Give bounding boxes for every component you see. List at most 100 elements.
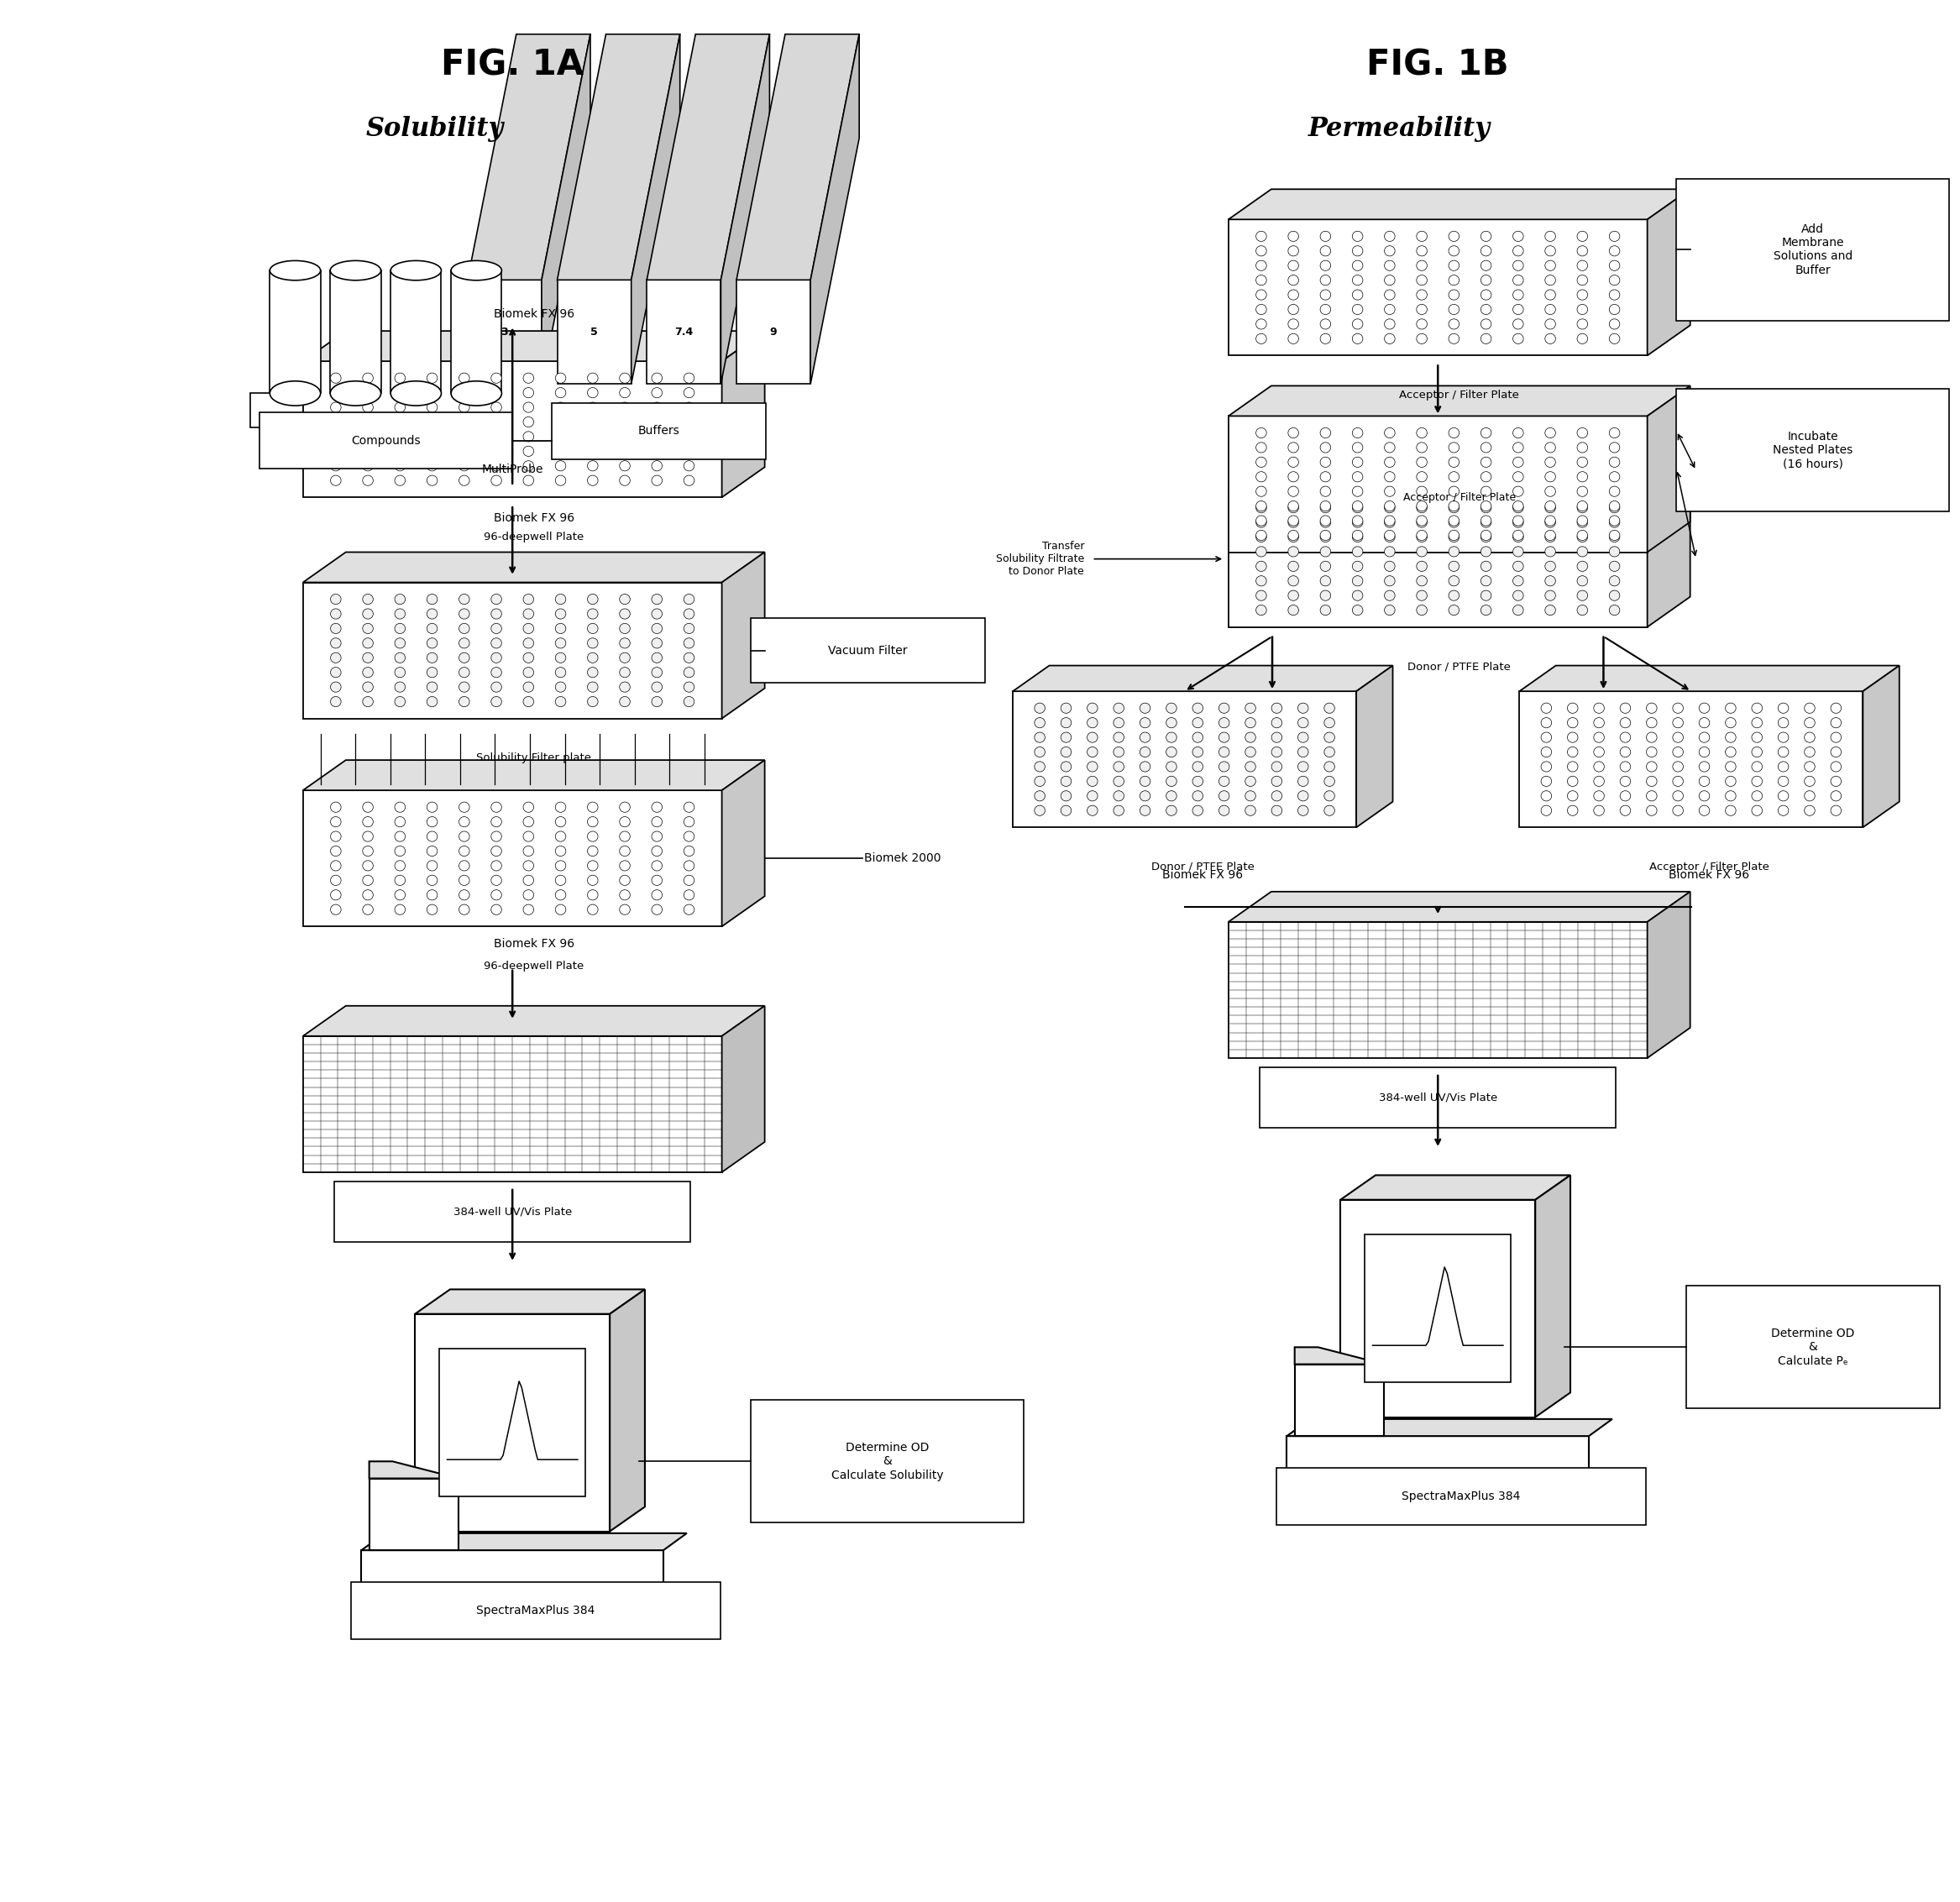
Bar xyxy=(329,270,380,394)
Circle shape xyxy=(1321,502,1331,514)
Circle shape xyxy=(1568,805,1578,816)
Circle shape xyxy=(1593,791,1603,801)
Circle shape xyxy=(1256,500,1266,512)
Circle shape xyxy=(1621,776,1631,786)
Circle shape xyxy=(1256,576,1266,586)
Circle shape xyxy=(492,593,502,605)
Circle shape xyxy=(1192,747,1203,757)
Circle shape xyxy=(331,816,341,827)
Circle shape xyxy=(555,373,566,382)
Circle shape xyxy=(588,890,598,900)
Circle shape xyxy=(1448,500,1458,512)
Circle shape xyxy=(1480,304,1492,314)
Circle shape xyxy=(363,476,372,485)
Circle shape xyxy=(1417,531,1427,540)
Circle shape xyxy=(1352,428,1362,437)
Circle shape xyxy=(1609,232,1619,242)
Ellipse shape xyxy=(329,380,380,405)
Circle shape xyxy=(1752,747,1762,757)
Circle shape xyxy=(331,637,341,649)
Circle shape xyxy=(1417,533,1427,542)
Circle shape xyxy=(1256,487,1266,496)
Circle shape xyxy=(555,816,566,827)
Circle shape xyxy=(1513,533,1523,542)
Circle shape xyxy=(394,652,406,664)
Circle shape xyxy=(1298,805,1309,816)
Circle shape xyxy=(331,860,341,871)
Bar xyxy=(439,1349,586,1497)
Circle shape xyxy=(555,637,566,649)
Circle shape xyxy=(1352,320,1362,329)
Circle shape xyxy=(555,683,566,692)
Circle shape xyxy=(394,417,406,428)
Circle shape xyxy=(1513,289,1523,301)
Circle shape xyxy=(459,401,470,413)
Circle shape xyxy=(523,875,533,886)
Circle shape xyxy=(1805,791,1815,801)
Circle shape xyxy=(1805,717,1815,728)
Circle shape xyxy=(588,816,598,827)
Circle shape xyxy=(363,432,372,441)
Circle shape xyxy=(394,460,406,472)
Circle shape xyxy=(1544,531,1556,540)
Circle shape xyxy=(1113,704,1123,713)
Circle shape xyxy=(1513,517,1523,527)
Circle shape xyxy=(1448,502,1458,514)
Circle shape xyxy=(1166,704,1176,713)
Ellipse shape xyxy=(390,261,441,280)
Circle shape xyxy=(1384,533,1396,542)
Circle shape xyxy=(1699,791,1709,801)
Circle shape xyxy=(684,875,694,886)
Circle shape xyxy=(619,609,629,618)
Circle shape xyxy=(1088,776,1098,786)
Circle shape xyxy=(619,593,629,605)
Circle shape xyxy=(1288,561,1299,571)
Circle shape xyxy=(1568,704,1578,713)
Circle shape xyxy=(459,846,470,856)
Circle shape xyxy=(619,388,629,398)
Circle shape xyxy=(1141,732,1151,742)
Circle shape xyxy=(651,696,662,708)
Polygon shape xyxy=(1296,1347,1384,1364)
Circle shape xyxy=(588,875,598,886)
Circle shape xyxy=(1352,533,1362,542)
Circle shape xyxy=(523,432,533,441)
Circle shape xyxy=(1544,590,1556,601)
Circle shape xyxy=(588,432,598,441)
Circle shape xyxy=(1088,704,1098,713)
Circle shape xyxy=(1544,232,1556,242)
Circle shape xyxy=(1725,776,1737,786)
Circle shape xyxy=(1672,747,1684,757)
Circle shape xyxy=(1578,515,1588,525)
Text: FIG. 1A: FIG. 1A xyxy=(441,48,584,82)
Circle shape xyxy=(1321,487,1331,496)
Polygon shape xyxy=(647,280,721,384)
Circle shape xyxy=(1578,576,1588,586)
Circle shape xyxy=(1609,261,1619,270)
Circle shape xyxy=(394,637,406,649)
Circle shape xyxy=(1288,320,1299,329)
Circle shape xyxy=(684,388,694,398)
Circle shape xyxy=(523,803,533,812)
Circle shape xyxy=(1480,533,1492,542)
Bar xyxy=(751,1400,1023,1524)
Circle shape xyxy=(555,460,566,472)
Circle shape xyxy=(1544,561,1556,571)
Circle shape xyxy=(1805,761,1815,772)
Circle shape xyxy=(1513,232,1523,242)
Circle shape xyxy=(523,417,533,428)
Circle shape xyxy=(1298,747,1309,757)
Circle shape xyxy=(1384,590,1396,601)
Circle shape xyxy=(1288,546,1299,557)
Circle shape xyxy=(619,624,629,633)
Polygon shape xyxy=(721,761,764,926)
Circle shape xyxy=(1192,717,1203,728)
Ellipse shape xyxy=(270,380,321,405)
Circle shape xyxy=(492,388,502,398)
Circle shape xyxy=(1699,732,1709,742)
Circle shape xyxy=(651,401,662,413)
Circle shape xyxy=(492,668,502,677)
Circle shape xyxy=(492,696,502,708)
Polygon shape xyxy=(304,1037,721,1172)
Circle shape xyxy=(684,860,694,871)
